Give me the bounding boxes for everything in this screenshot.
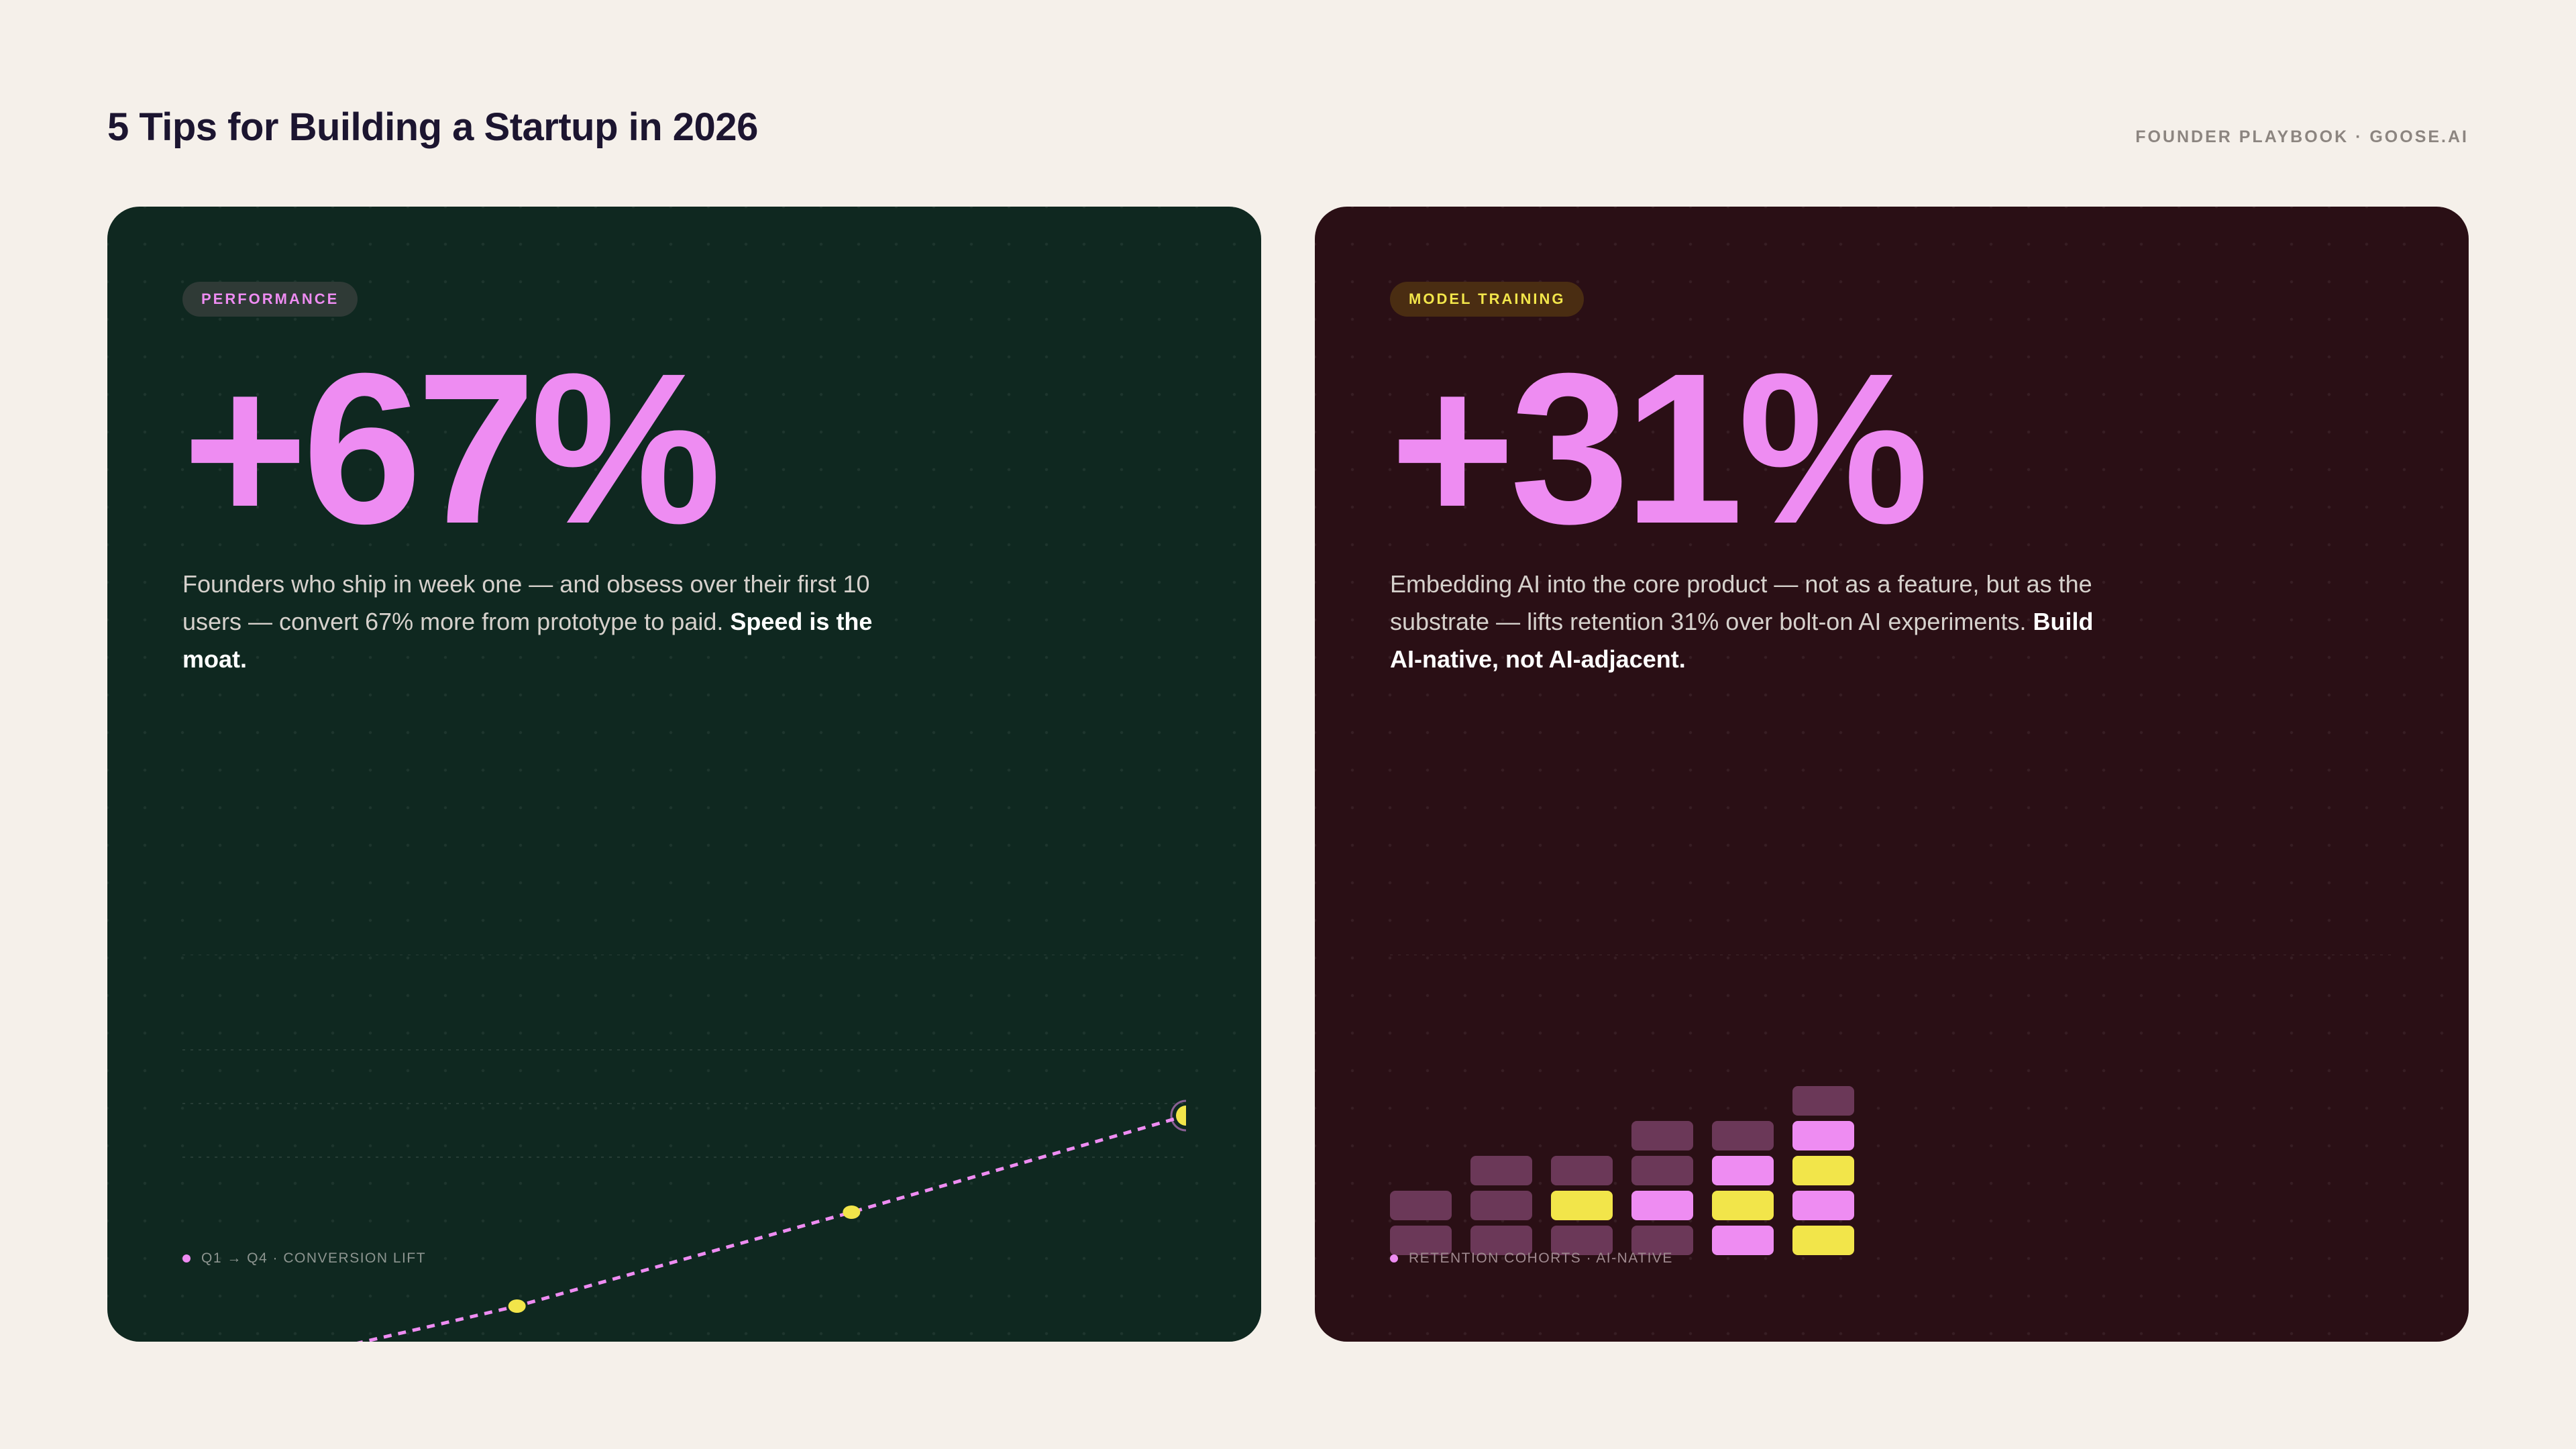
- header-meta: FOUNDER PLAYBOOK · GOOSE.AI: [2135, 127, 2469, 146]
- caption-dot: [1390, 1254, 1398, 1263]
- performance-description: Founders who ship in week one — and obse…: [182, 566, 920, 678]
- caption-dot: [182, 1254, 191, 1263]
- cohort-block: [1792, 1226, 1854, 1255]
- cohort-block: [1470, 1226, 1532, 1255]
- cohort-block: [1792, 1086, 1854, 1116]
- cohort-block: [1470, 1156, 1532, 1185]
- model-training-emphasis: Build AI-native, not AI-adjacent.: [1390, 608, 2094, 673]
- model-training-caption: RETENTION COHORTS · AI-NATIVE: [1390, 1250, 1673, 1267]
- cohort-block: [1470, 1191, 1532, 1220]
- cohort-block: [1390, 1191, 1452, 1220]
- cohort-block: [1551, 1191, 1613, 1220]
- cohort-block: [1631, 1191, 1693, 1220]
- model-training-description: Embedding AI into the core product — not…: [1390, 566, 2128, 678]
- endpoint-ring: [1170, 1099, 1186, 1132]
- cohort-block: [1712, 1156, 1774, 1185]
- cohort-block: [1792, 1191, 1854, 1220]
- cohort-block: [1390, 1226, 1452, 1255]
- model-training-card: MODEL TRAINING +31% Embedding AI into th…: [1315, 207, 2469, 1342]
- cohort-block: [1551, 1226, 1613, 1255]
- cohort-block: [1712, 1191, 1774, 1220]
- cohort-block: [1792, 1156, 1854, 1185]
- performance-badge: PERFORMANCE: [182, 282, 358, 317]
- series-line: [356, 1114, 1186, 1342]
- model-training-stat: +31%: [1390, 328, 1929, 568]
- retention-block-chart: [1390, 955, 2394, 1255]
- performance-description-text: Founders who ship in week one — and obse…: [182, 570, 870, 635]
- data-point: [843, 1205, 861, 1219]
- page-title: 5 Tips for Building a Startup in 2026: [107, 105, 758, 149]
- cohort-block: [1712, 1121, 1774, 1150]
- cohort-block: [1631, 1226, 1693, 1255]
- performance-caption-text: Q1 → Q4 · CONVERSION LIFT: [201, 1250, 427, 1266]
- conversion-line-chart: [182, 955, 1186, 1342]
- data-point-end: [1176, 1106, 1186, 1126]
- cohort-block: [1551, 1156, 1613, 1185]
- model-training-badge: MODEL TRAINING: [1390, 282, 1585, 317]
- model-training-caption-text: RETENTION COHORTS · AI-NATIVE: [1409, 1250, 1673, 1266]
- performance-stat: +67%: [182, 328, 721, 568]
- performance-emphasis: Speed is the moat.: [182, 608, 873, 673]
- data-point: [508, 1299, 526, 1313]
- cohort-block: [1631, 1121, 1693, 1150]
- cohort-block: [1792, 1121, 1854, 1150]
- cohort-block: [1712, 1226, 1774, 1255]
- cohort-block: [1631, 1156, 1693, 1185]
- model-training-description-text: Embedding AI into the core product — not…: [1390, 570, 2092, 635]
- performance-caption: Q1 → Q4 · CONVERSION LIFT: [182, 1250, 426, 1267]
- performance-card: PERFORMANCE +67% Founders who ship in we…: [107, 207, 1261, 1342]
